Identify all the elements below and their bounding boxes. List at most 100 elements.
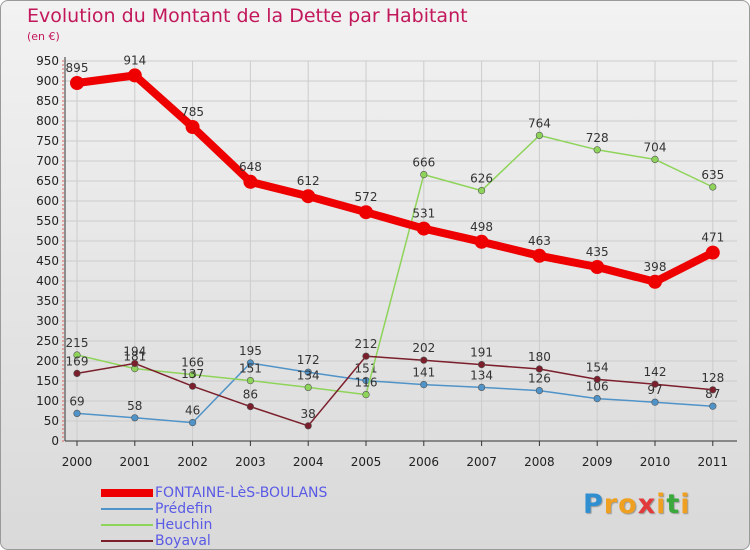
data-label: 106	[586, 380, 609, 394]
x-tick-label: 2007	[466, 455, 497, 469]
y-tick-label: 900	[36, 74, 59, 88]
data-point	[478, 383, 486, 392]
y-tick-label: 100	[36, 394, 59, 408]
data-label: 194	[123, 344, 146, 358]
data-point	[593, 395, 601, 403]
data-label: 531	[412, 207, 435, 221]
data-label: 172	[297, 353, 320, 367]
data-label: 215	[66, 336, 89, 350]
data-point	[362, 352, 370, 360]
y-tick-label: 750	[36, 134, 59, 148]
data-label: 398	[644, 260, 667, 274]
data-point	[131, 359, 139, 368]
x-tick-label: 2005	[351, 455, 382, 469]
legend-label: FONTAINE-LèS-BOULANS	[155, 485, 328, 501]
chart-subtitle: (en €)	[27, 30, 60, 43]
data-label: 914	[123, 53, 146, 67]
data-point	[709, 402, 717, 410]
y-tick-label: 700	[36, 154, 59, 168]
data-point	[301, 189, 316, 204]
y-tick-label: 200	[36, 354, 59, 368]
data-point	[189, 371, 197, 379]
data-label: 137	[181, 367, 204, 381]
data-point	[243, 174, 258, 189]
x-tick-label: 2010	[640, 455, 671, 469]
data-label: 191	[470, 346, 493, 360]
data-point	[73, 409, 81, 418]
data-label: 471	[701, 231, 724, 245]
data-label: 895	[66, 61, 89, 75]
data-label: 635	[701, 168, 724, 182]
x-tick-label: 2000	[62, 455, 93, 469]
data-point	[593, 146, 601, 154]
data-label: 141	[412, 366, 435, 380]
y-tick-label: 850	[36, 94, 59, 108]
chart-title: Evolution du Montant de la Dette par Hab…	[27, 5, 468, 27]
y-tick-label: 300	[36, 314, 59, 328]
data-label: 648	[239, 160, 262, 174]
data-label: 166	[181, 356, 204, 370]
legend-label: Prédefin	[155, 501, 213, 517]
data-label: 134	[297, 368, 320, 382]
data-point	[131, 414, 139, 422]
data-point	[535, 387, 544, 395]
data-point	[359, 205, 373, 220]
y-tick-label: 400	[36, 274, 59, 288]
y-tick-label: 500	[36, 234, 59, 248]
x-tick-label: 2003	[235, 455, 266, 469]
logo-letter: o	[618, 489, 638, 520]
data-label: 116	[355, 376, 378, 390]
y-tick-label: 600	[36, 194, 59, 208]
data-label: 58	[127, 399, 142, 413]
data-label: 626	[470, 172, 493, 186]
y-tick-label: 550	[36, 214, 59, 228]
data-point	[70, 76, 84, 90]
data-label: 202	[412, 341, 435, 355]
data-point	[304, 368, 312, 376]
data-label: 180	[528, 350, 551, 364]
x-tick-label: 2004	[293, 455, 324, 469]
logo-letter: i	[656, 489, 667, 520]
x-tick-label: 2002	[177, 455, 208, 469]
data-label: 69	[69, 394, 84, 408]
data-label: 97	[647, 383, 662, 397]
y-tick-label: 50	[44, 414, 59, 428]
logo-letter: r	[603, 489, 619, 520]
data-point	[478, 361, 486, 369]
proxiti-logo: Proxiti	[583, 489, 691, 520]
logo-letter: P	[583, 489, 604, 520]
series-line	[76, 355, 714, 427]
data-label: 169	[66, 354, 89, 368]
x-tick-label: 2009	[582, 455, 613, 469]
data-point	[246, 403, 254, 411]
legend-swatch	[101, 489, 153, 497]
data-point	[362, 391, 370, 399]
y-tick-label: 0	[51, 434, 59, 448]
data-point	[651, 398, 659, 406]
data-point	[304, 383, 312, 392]
logo-letter: x	[637, 489, 657, 520]
data-label: 126	[528, 372, 551, 386]
data-point	[535, 131, 544, 139]
data-label: 212	[355, 337, 378, 351]
data-point	[651, 155, 659, 163]
data-point	[73, 369, 81, 378]
legend-label: Boyaval	[155, 533, 211, 549]
data-point	[535, 365, 544, 373]
data-point	[416, 221, 431, 236]
data-point	[478, 187, 486, 195]
y-tick-label: 650	[36, 174, 59, 188]
data-label: 151	[239, 362, 262, 376]
legend-swatch	[101, 540, 153, 542]
data-point	[73, 351, 81, 359]
series-line	[76, 362, 714, 424]
data-point	[246, 377, 254, 385]
data-label: 46	[185, 404, 200, 418]
data-point	[474, 234, 489, 249]
data-label: 463	[528, 234, 551, 248]
series-line	[73, 71, 717, 286]
data-label: 86	[243, 388, 258, 402]
data-label: 728	[586, 131, 609, 145]
data-label: 666	[412, 156, 435, 170]
